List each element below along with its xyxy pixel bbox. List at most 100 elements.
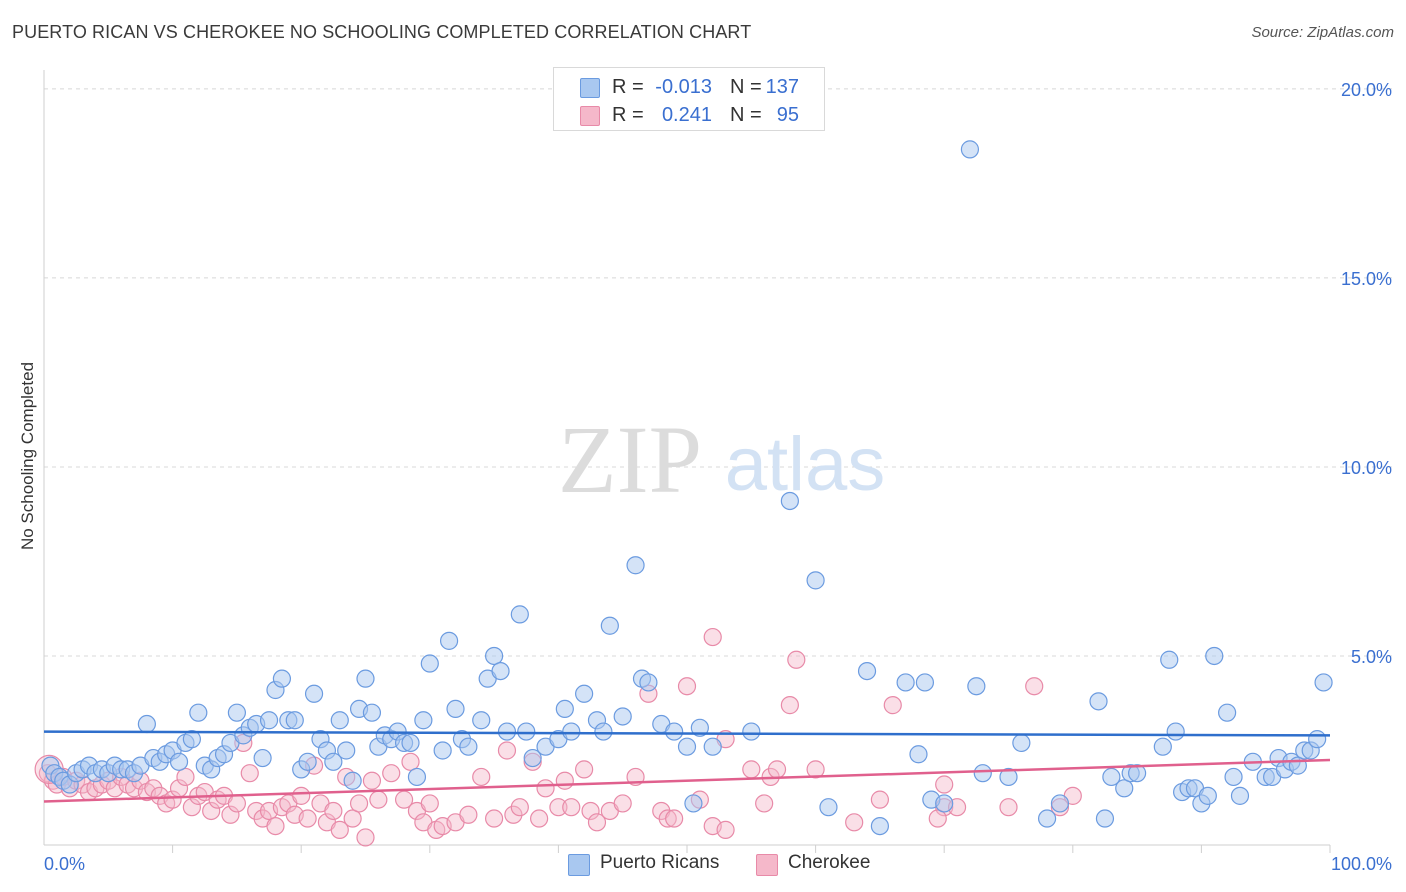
cherokee-point	[767, 760, 787, 779]
legend-row-puerto-ricans: R = -0.013 N = 137	[554, 73, 824, 101]
puerto-rican-point	[517, 722, 536, 741]
puerto-rican-point	[253, 748, 272, 768]
puerto-rican-point	[304, 684, 324, 703]
puerto-rican-point	[472, 711, 491, 730]
legend-n-label: N =	[730, 104, 762, 126]
cherokee-point	[247, 801, 266, 821]
puerto-rican-point	[1224, 767, 1243, 787]
cherokee-point	[401, 752, 420, 771]
cherokee-point	[575, 760, 594, 779]
puerto-rican-point	[227, 703, 246, 722]
axes	[43, 70, 1331, 853]
cherokee-point	[176, 767, 195, 787]
cherokee-point	[298, 809, 317, 828]
puerto-rican-point	[684, 794, 703, 813]
bottom-legend-swatch-blue	[568, 854, 590, 876]
y-tick-label: 15.0%	[1341, 269, 1392, 289]
cherokee-point	[163, 790, 182, 809]
cherokee-point	[755, 794, 774, 813]
puerto-rican-point	[189, 703, 208, 722]
cherokee-point	[716, 820, 735, 839]
cherokee-point	[343, 809, 362, 828]
cherokee-point	[1025, 677, 1044, 696]
legend-swatch-pink	[580, 106, 600, 126]
cherokee-point	[883, 696, 902, 715]
puerto-rican-point	[1166, 722, 1185, 741]
cherokee-point	[292, 786, 311, 805]
puerto-rican-point	[639, 673, 658, 692]
puerto-rican-point	[677, 737, 697, 756]
legend-n-label: N =	[730, 76, 762, 98]
source-label: Source: ZipAtlas.com	[1251, 24, 1394, 41]
legend-r-value: -0.013	[655, 76, 712, 98]
puerto-rican-point	[915, 673, 935, 692]
puerto-rican-point	[356, 669, 375, 688]
cherokee-point	[581, 801, 600, 821]
cherokee-point	[742, 760, 761, 779]
y-tick-label: 10.0%	[1341, 458, 1392, 478]
cherokee-point	[485, 809, 504, 828]
puerto-rican-point	[169, 752, 189, 771]
bottom-legend-swatch-pink	[756, 854, 778, 876]
cherokee-point	[613, 794, 632, 813]
puerto-rican-point	[1115, 779, 1134, 798]
cherokee-point	[510, 798, 529, 817]
bottom-legend-label: Cherokee	[788, 852, 871, 873]
puerto-rican-point	[420, 654, 439, 673]
y-tick-label: 5.0%	[1351, 647, 1392, 667]
puerto-rican-point	[909, 745, 928, 764]
cherokee-point	[330, 820, 349, 839]
puerto-rican-point	[967, 677, 986, 696]
cherokee-point	[806, 760, 825, 779]
cherokee-point	[536, 779, 555, 798]
cherokee-point	[677, 677, 697, 696]
puerto-rican-point	[626, 556, 645, 575]
puerto-rican-point	[806, 571, 825, 590]
puerto-rican-point	[600, 616, 619, 635]
puerto-rican-point	[896, 673, 915, 692]
puerto-rican-point	[857, 661, 877, 681]
cherokee-point	[555, 771, 574, 790]
puerto-rican-point	[613, 707, 632, 726]
puerto-rican-point	[819, 798, 838, 817]
x-tick-label: 100.0%	[1331, 854, 1392, 874]
puerto-rican-point	[337, 741, 356, 760]
puerto-rican-point	[285, 711, 304, 730]
trend-lines	[43, 730, 1331, 803]
puerto-rican-point	[1127, 764, 1147, 783]
puerto-rican-point	[298, 752, 317, 771]
watermark-zip: ZIP	[558, 406, 702, 513]
puerto-rican-point	[433, 741, 452, 760]
puerto-rican-point	[523, 748, 542, 768]
legend-r-label: R =	[612, 104, 644, 126]
puerto-rican-point	[446, 699, 465, 719]
puerto-rican-points	[41, 140, 1333, 836]
puerto-rican-point	[414, 711, 433, 730]
cherokee-point	[472, 767, 491, 787]
cherokee-trend-line	[43, 758, 1331, 803]
cherokee-point	[587, 813, 607, 832]
puerto-rican-point	[999, 767, 1018, 787]
correlation-legend: R = -0.013 N = 137 R = 0.241 N = 95	[553, 67, 825, 131]
chart-title: PUERTO RICAN VS CHEROKEE NO SCHOOLING CO…	[12, 22, 752, 42]
puerto-rican-point	[137, 714, 156, 734]
bottom-legend-label: Puerto Ricans	[600, 852, 720, 873]
puerto-rican-point	[182, 730, 201, 749]
cherokee-point	[349, 794, 369, 813]
cherokee-point	[266, 816, 285, 836]
cherokee-point	[356, 828, 375, 847]
cherokee-point	[530, 809, 549, 828]
cherokee-point	[369, 790, 388, 809]
puerto-rican-point	[439, 631, 459, 650]
puerto-rican-point	[575, 684, 594, 703]
cherokee-point	[459, 805, 478, 824]
puerto-rican-point	[362, 703, 382, 722]
puerto-rican-point	[1050, 794, 1070, 813]
puerto-rican-point	[259, 711, 279, 730]
cherokee-point	[504, 805, 523, 824]
cherokee-point	[202, 801, 221, 821]
cherokee-point	[240, 764, 259, 783]
puerto-rican-point	[1089, 692, 1108, 711]
cherokee-point	[394, 790, 414, 809]
puerto-rican-point	[407, 767, 427, 787]
